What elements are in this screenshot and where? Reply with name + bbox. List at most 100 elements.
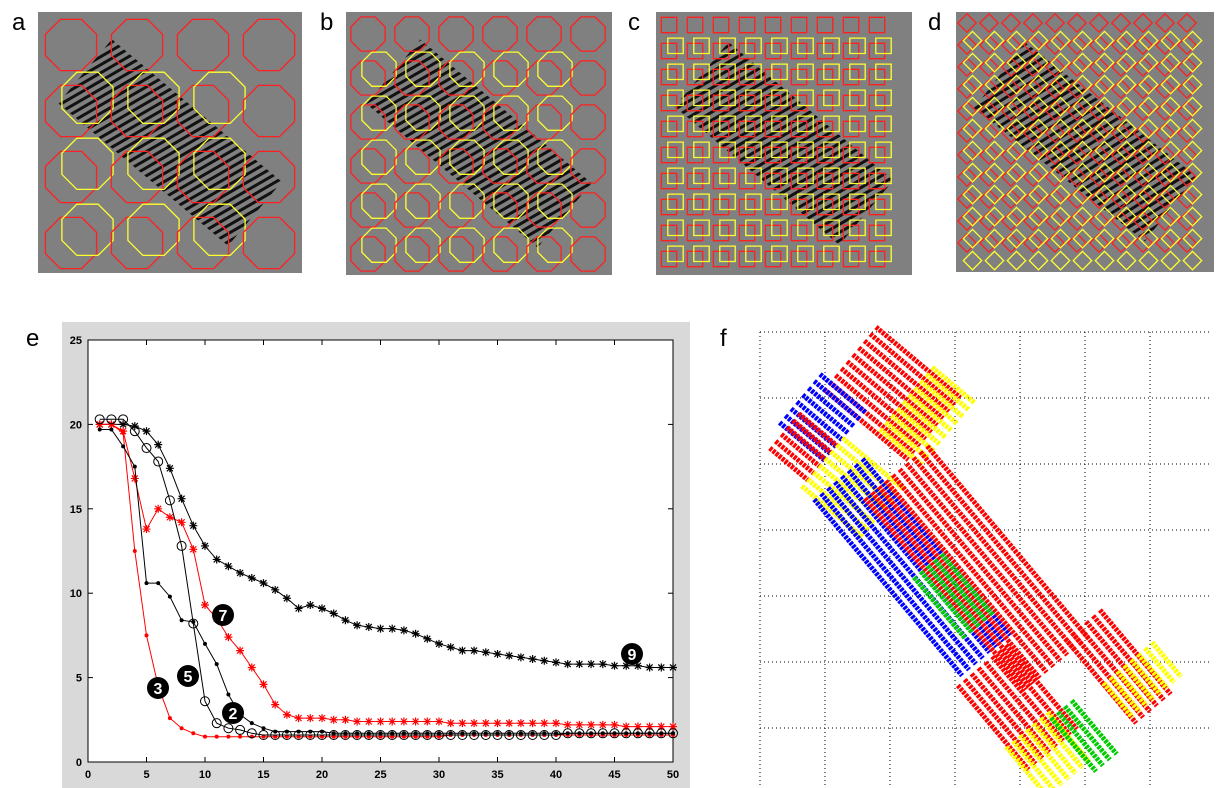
panel-label: d [928,9,941,36]
marker [636,731,640,735]
panel-label: a [12,9,26,36]
marker [390,731,394,735]
marker [201,542,209,550]
marker [320,730,324,734]
marker [355,731,359,735]
x-tick-label: 15 [257,769,269,781]
marker [178,495,186,503]
marker [224,633,232,641]
marker [412,630,420,638]
y-tick-label: 5 [76,673,82,685]
marker [180,726,184,730]
marker [191,731,195,735]
marker [423,717,431,725]
marker [98,427,102,431]
marker [224,562,232,570]
marker [577,731,581,735]
x-tick-label: 20 [316,769,328,781]
marker [248,574,256,582]
marker [482,719,490,727]
y-tick-label: 0 [76,757,82,769]
marker [166,464,174,472]
segment [1065,610,1170,723]
marker [343,731,347,735]
marker [472,731,476,735]
marker [98,422,102,426]
marker [133,549,137,553]
marker [154,441,162,449]
segment [814,459,1010,676]
marker [564,660,572,668]
marker [156,581,160,585]
y-tick-label: 15 [70,504,82,516]
marker [575,660,583,668]
x-tick-label: 10 [199,769,211,781]
panel-f [760,327,1212,788]
marker [470,719,478,727]
marker [460,731,464,735]
marker [601,731,605,735]
marker [260,680,268,688]
image-panels [38,12,1214,275]
marker [554,731,558,735]
x-tick-label: 50 [667,769,679,781]
marker [168,595,172,599]
marker [540,657,548,665]
marker [611,721,619,729]
marker [145,581,149,585]
marker [414,731,418,735]
marker [215,662,219,666]
marker [109,422,113,426]
panel-label: c [628,9,640,36]
marker [365,623,373,631]
marker [671,731,675,735]
marker [166,513,174,521]
marker [564,721,572,729]
marker [542,731,546,735]
x-tick-label: 45 [608,769,620,781]
marker [611,662,619,670]
marker [295,604,303,612]
marker [529,719,537,727]
series-label: 3 [154,681,163,698]
segment-stripe [837,445,898,496]
marker [236,569,244,577]
marker [306,714,314,722]
marker [659,731,663,735]
marker [648,731,652,735]
marker [236,647,244,655]
marker [388,625,396,633]
y-tick-label: 10 [70,588,82,600]
marker [575,721,583,729]
marker [402,731,406,735]
marker [507,731,511,735]
marker [250,721,254,725]
marker [283,711,291,719]
marker [238,735,242,739]
marker [519,731,523,735]
marker [297,730,301,734]
marker [377,717,385,725]
marker [517,653,525,661]
marker [646,663,654,671]
figure: 05101520253035404550051015202597352 a b … [0,0,1216,788]
marker [341,616,349,624]
marker [496,731,500,735]
y-tick-label: 25 [70,335,82,347]
marker [505,719,513,727]
marker [587,721,595,729]
marker [271,586,279,594]
marker [145,633,149,637]
marker [143,525,151,533]
marker [133,465,137,469]
marker [330,716,338,724]
x-tick-label: 30 [433,769,445,781]
panel-label: f [720,325,727,352]
marker [109,427,113,431]
marker [552,658,560,666]
marker [589,731,593,735]
series-label: 7 [219,608,228,625]
marker [449,731,453,735]
marker [379,731,383,735]
marker [425,731,429,735]
